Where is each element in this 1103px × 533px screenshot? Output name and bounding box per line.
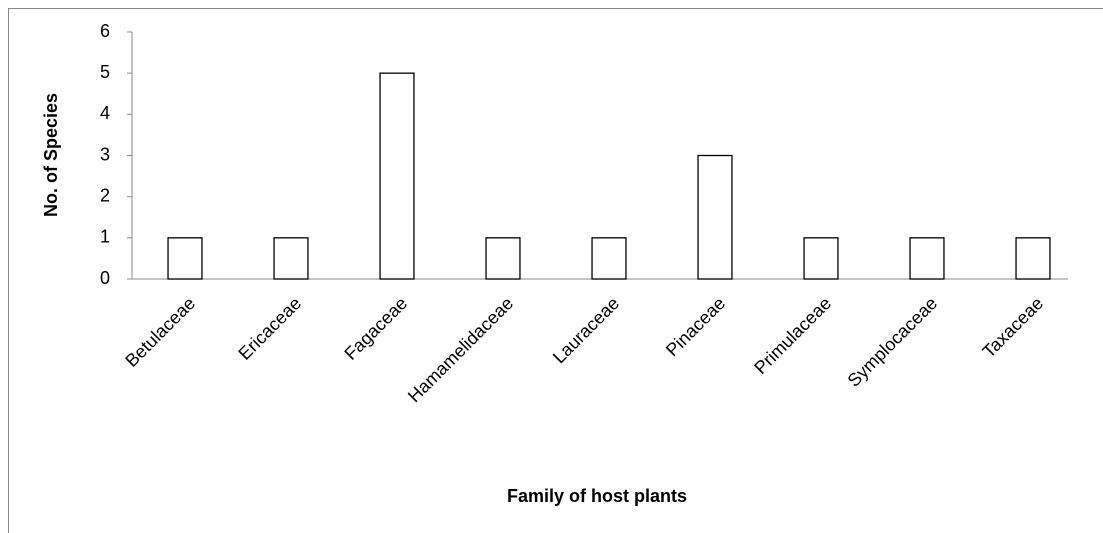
x-tick-label: Ericaceae (234, 293, 305, 364)
bar (167, 237, 203, 280)
y-tick-label: 0 (100, 268, 110, 288)
bar (803, 237, 839, 280)
x-tick-label: Betulaceae (121, 293, 199, 371)
x-tick-label: Fagaceae (340, 293, 411, 364)
x-tick-label: Lauraceae (549, 293, 623, 367)
bar (591, 237, 627, 280)
bar (1015, 237, 1051, 280)
bar (379, 72, 415, 280)
bar (909, 237, 945, 280)
x-axis-title: Family of host plants (507, 486, 687, 506)
y-tick-label: 2 (100, 185, 110, 205)
bar (485, 237, 521, 280)
chart-frame (8, 8, 1103, 533)
y-tick-label: 5 (100, 62, 110, 82)
bar (697, 154, 733, 280)
x-tick-label: Hamamelidaceae (404, 293, 517, 406)
y-axis-title: No. of Species (41, 93, 61, 217)
y-tick-label: 3 (100, 144, 110, 164)
x-tick-label: Taxaceae (979, 293, 1048, 362)
x-tick-label: Symplocaceae (844, 293, 942, 391)
y-tick-label: 1 (100, 227, 110, 247)
y-tick-label: 4 (100, 103, 110, 123)
x-tick-label: Primulaceae (750, 293, 835, 378)
bar (273, 237, 309, 280)
x-tick-label: Pinaceae (662, 293, 729, 360)
y-tick-label: 6 (100, 21, 110, 41)
